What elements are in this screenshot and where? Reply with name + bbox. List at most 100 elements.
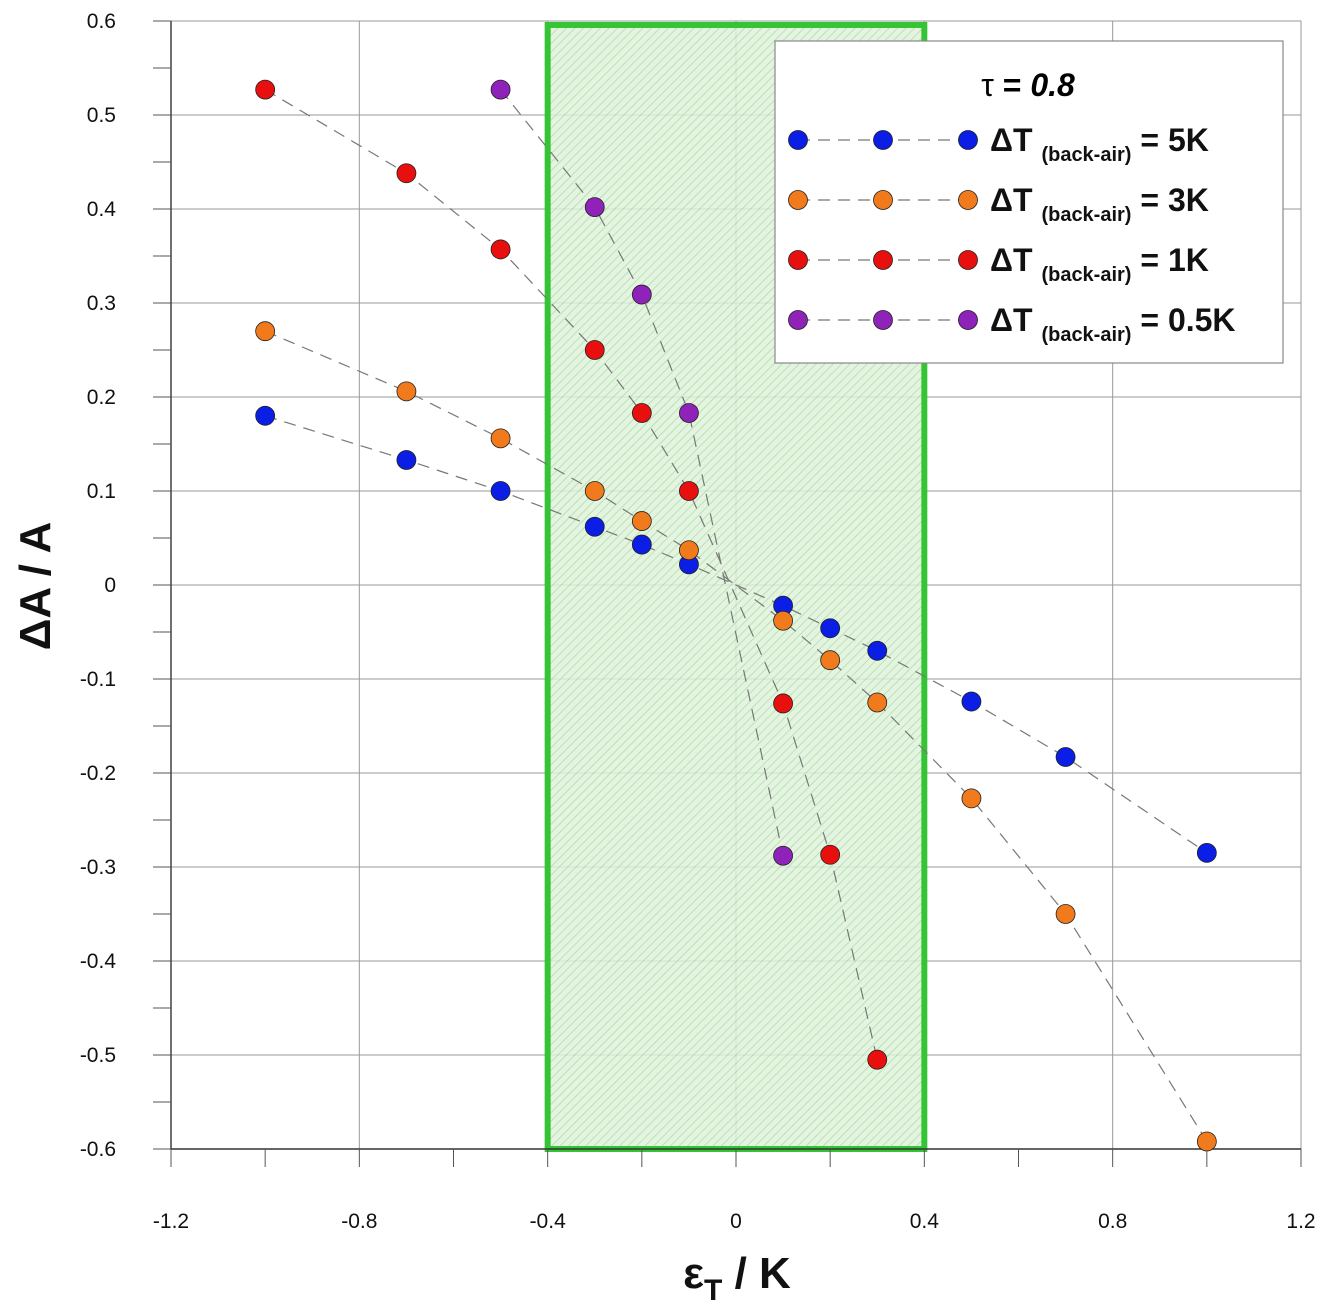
- x-tick-label: -0.8: [341, 1210, 377, 1233]
- legend-label: ΔT (back-air) = 0.5K: [990, 302, 1236, 346]
- data-point: [867, 1049, 888, 1070]
- data-point: [679, 481, 699, 501]
- data-point: [961, 788, 982, 809]
- data-point: [631, 284, 652, 305]
- series-line: [264, 330, 1208, 1142]
- legend-label-suffix: = 5K: [1131, 122, 1208, 158]
- data-point: [820, 844, 841, 865]
- data-point: [255, 321, 276, 342]
- legend-marker: [873, 130, 893, 150]
- legend-title: τ = 0.8: [981, 67, 1075, 103]
- legend-marker: [958, 310, 978, 330]
- legend-marker: [873, 190, 893, 210]
- y-tick-label: -0.1: [80, 668, 116, 691]
- x-tick-label: -1.2: [153, 1210, 189, 1233]
- legend-label-sub: (back-air): [1041, 144, 1131, 166]
- legend-marker: [873, 310, 893, 330]
- y-tick-label: 0.5: [87, 104, 116, 127]
- data-point: [679, 403, 699, 423]
- legend-label-sub: (back-air): [1041, 204, 1131, 226]
- legend-marker: [788, 250, 808, 270]
- legend-label-prefix: ΔT: [990, 302, 1041, 338]
- x-tick-label: 0: [730, 1210, 742, 1233]
- data-point: [490, 428, 511, 449]
- data-point: [773, 845, 793, 866]
- legend-title-value: 0.8: [1030, 67, 1075, 103]
- legend-label: ΔT (back-air) = 1K: [990, 242, 1209, 286]
- y-tick-label: 0: [104, 574, 116, 597]
- data-point: [490, 481, 511, 501]
- data-point: [1055, 904, 1076, 924]
- y-tick-label: -0.4: [80, 950, 117, 973]
- data-point: [396, 381, 417, 402]
- legend-marker: [958, 130, 978, 150]
- data-point: [1196, 843, 1217, 863]
- series: [490, 79, 793, 866]
- legend-label-sub: (back-air): [1041, 264, 1131, 286]
- y-tick-label: 0.4: [87, 198, 117, 221]
- legend-entry: ΔT (back-air) = 0.5K: [788, 302, 1236, 346]
- y-tick-label: -0.5: [80, 1044, 116, 1067]
- legend-entry: ΔT (back-air) = 5K: [788, 122, 1209, 166]
- series: [255, 79, 888, 1070]
- y-tick-label: -0.2: [80, 762, 116, 785]
- legend-entry: ΔT (back-air) = 1K: [788, 242, 1209, 286]
- y-tick-label: 0.2: [87, 386, 116, 409]
- data-point: [820, 618, 841, 639]
- x-tick-label: -0.4: [530, 1210, 567, 1233]
- legend-label-suffix: = 0.5K: [1131, 302, 1235, 338]
- legend-marker: [873, 250, 893, 270]
- data-point: [773, 610, 793, 631]
- legend-marker: [788, 190, 808, 210]
- data-point: [490, 79, 511, 100]
- legend-entry: ΔT (back-air) = 3K: [788, 182, 1209, 226]
- data-point: [396, 450, 417, 470]
- legend-marker: [788, 310, 808, 330]
- legend-label-suffix: = 1K: [1131, 242, 1208, 278]
- x-axis-title-rest: / K: [722, 1249, 791, 1298]
- data-point: [396, 163, 417, 184]
- data-point: [631, 403, 652, 423]
- y-axis-title: ΔA / A: [11, 522, 60, 651]
- legend-label: ΔT (back-air) = 3K: [990, 182, 1209, 226]
- legend-marker: [788, 130, 808, 150]
- legend-label-prefix: ΔT: [990, 122, 1041, 158]
- data-point: [820, 650, 841, 671]
- y-tick-label: -0.3: [80, 856, 116, 879]
- x-tick-label: 1.2: [1286, 1210, 1315, 1233]
- x-tick-label: 0.4: [910, 1210, 940, 1233]
- legend-label-sub: (back-air): [1041, 324, 1131, 346]
- x-axis-title-sub: T: [704, 1274, 722, 1302]
- series-group: [255, 79, 1217, 1152]
- data-point: [584, 481, 605, 501]
- y-tick-label: -0.6: [80, 1138, 116, 1161]
- data-point: [584, 516, 605, 537]
- legend-title-symbol: τ: [981, 67, 994, 103]
- series: [255, 405, 1217, 863]
- legend-label-suffix: = 3K: [1131, 182, 1208, 218]
- legend-label-prefix: ΔT: [990, 182, 1041, 218]
- x-axis-title-main: ε: [683, 1249, 704, 1298]
- data-point: [773, 693, 793, 714]
- data-point: [255, 79, 276, 100]
- series: [255, 321, 1217, 1152]
- series-line: [264, 415, 1208, 854]
- data-point: [490, 239, 511, 260]
- legend-box: [774, 40, 1284, 364]
- data-point: [679, 540, 699, 561]
- x-axis-title: εT / K: [683, 1249, 791, 1302]
- data-point: [867, 692, 888, 713]
- y-tick-label: 0.1: [87, 480, 116, 503]
- legend-label-prefix: ΔT: [990, 242, 1041, 278]
- legend-label: ΔT (back-air) = 5K: [990, 122, 1209, 166]
- data-point: [584, 340, 605, 360]
- data-point: [961, 691, 982, 712]
- x-tick-label: 0.8: [1098, 1210, 1127, 1233]
- data-point: [1196, 1131, 1217, 1152]
- y-tick-label: 0.3: [87, 292, 116, 315]
- legend-title-equals: =: [994, 67, 1030, 103]
- legend-marker: [958, 190, 978, 210]
